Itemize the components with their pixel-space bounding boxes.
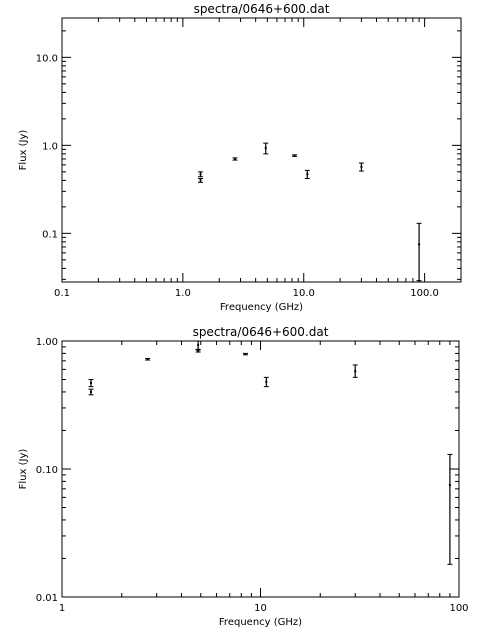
plot-frame	[61, 17, 462, 283]
y-tick-label: 10.0	[36, 53, 58, 64]
y-tick-label: 0.10	[36, 465, 58, 476]
data-point	[418, 243, 421, 246]
data-point	[306, 173, 309, 176]
plot-frame	[61, 340, 460, 598]
data-point	[197, 344, 200, 347]
x-tick-label: 100	[449, 603, 468, 614]
data-point	[199, 179, 202, 182]
data-point	[354, 370, 357, 373]
y-tick-label: 1.00	[36, 337, 58, 348]
data-point	[448, 483, 451, 486]
chart-title: spectra/0646+600.dat	[194, 2, 330, 16]
x-tick-label: 10	[254, 603, 267, 614]
y-tick-label: 0.1	[42, 229, 58, 240]
top-spectrum-plot: spectra/0646+600.dat Frequency (GHz) Flux …	[18, 2, 462, 313]
data-point	[264, 147, 267, 150]
x-tick-label: 0.1	[54, 288, 70, 299]
data-point	[90, 381, 93, 384]
data-point	[265, 380, 268, 383]
data-point	[234, 157, 237, 160]
bottom-spectrum-plot: spectra/0646+600.dat Frequency (GHz) Flux …	[18, 325, 469, 628]
x-tick-label: 1	[59, 603, 65, 614]
y-tick-label: 0.01	[36, 593, 58, 604]
x-axis-label: Frequency (GHz)	[220, 302, 303, 313]
data-point	[360, 165, 363, 168]
y-tick-label: 1.0	[42, 141, 58, 152]
data-point	[197, 349, 200, 352]
data-point	[90, 390, 93, 393]
y-axis-label: Flux (Jy)	[18, 449, 29, 490]
data-point	[199, 173, 202, 176]
data-point	[244, 353, 247, 356]
chart-title: spectra/0646+600.dat	[193, 325, 329, 339]
x-axis-label: Frequency (GHz)	[219, 617, 302, 628]
x-tick-label: 10.0	[293, 288, 315, 299]
x-tick-label: 1.0	[175, 288, 191, 299]
data-point	[146, 358, 149, 361]
x-tick-label: 100.0	[410, 288, 439, 299]
y-axis-label: Flux (Jy)	[18, 130, 29, 171]
data-point	[293, 154, 296, 157]
